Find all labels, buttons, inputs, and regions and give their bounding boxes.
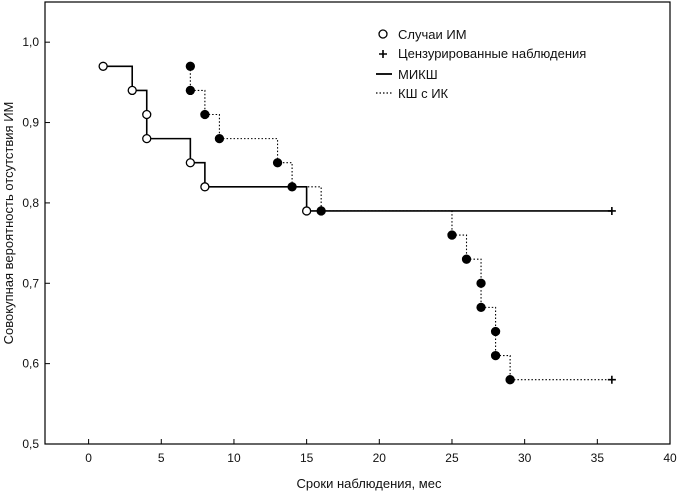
series-2-event-point [287,182,297,192]
series-2-event-point [461,254,472,264]
legend-event-marker [378,29,388,39]
legend-censored-marker [379,50,387,58]
y-tick-label: 0,5 [22,437,39,451]
series-1-event-point [98,61,108,71]
y-tick-label: 1,0 [22,35,39,49]
legend-events-label: Случаи ИМ [398,27,467,42]
series-2-event-point [316,206,326,216]
legend: Случаи ИМ Цензурированные наблюдения МИК… [376,27,586,101]
y-tick-label: 0,6 [22,357,39,371]
data-markers [98,61,616,385]
series-2-event-point [185,85,195,96]
series-2-event-point [447,230,457,240]
series-1-event-point [185,158,195,168]
series-2-event-point [490,350,501,361]
series-1-censored-point [607,206,616,215]
series-2-line [189,66,612,381]
series-2-event-point [505,375,515,385]
series-2-event-point [214,133,225,144]
series-1-line [103,65,612,212]
plot-frame [44,1,671,445]
x-tick-label: 0 [85,451,92,465]
x-axis-title: Сроки наблюдения, мес [297,476,442,491]
x-tick-label: 30 [518,451,532,465]
x-tick-label: 40 [663,451,677,465]
series-lines [103,65,612,381]
y-axis-ticks: 0,5 0,6 0,7 0,8 0,9 1,0 [22,35,50,451]
series-1-event-point [142,133,152,144]
x-tick-label: 15 [300,451,314,465]
y-tick-label: 0,7 [22,276,39,290]
series-2-event-point [476,302,486,313]
x-tick-label: 25 [445,451,459,465]
series-1-event-point [142,109,152,120]
x-tick-label: 35 [591,451,605,465]
x-tick-label: 20 [373,451,387,465]
x-tick-label: 5 [158,451,165,465]
series-2-event-point [490,326,501,337]
x-axis-ticks: 0 5 10 15 20 25 30 35 40 [85,439,677,465]
series-1-event-point [200,182,210,192]
legend-censored-label: Цензурированные наблюдения [398,46,586,61]
series-1-event-point [127,85,137,96]
series-2-event-point [185,61,195,71]
y-axis-title: Совокупная вероятность отсутствия ИМ [1,102,16,345]
series-2-event-point [200,109,210,120]
series-2-event-point [272,158,283,168]
y-tick-label: 0,8 [22,196,39,210]
series-2-censored-point [607,375,616,384]
legend-series-1-label: МИКШ [398,67,438,82]
legend-series-2-label: КШ с ИК [398,86,449,101]
series-1-event-point [301,206,312,216]
y-tick-label: 0,9 [22,116,39,130]
series-2-event-point [476,278,486,288]
x-tick-label: 10 [227,451,241,465]
